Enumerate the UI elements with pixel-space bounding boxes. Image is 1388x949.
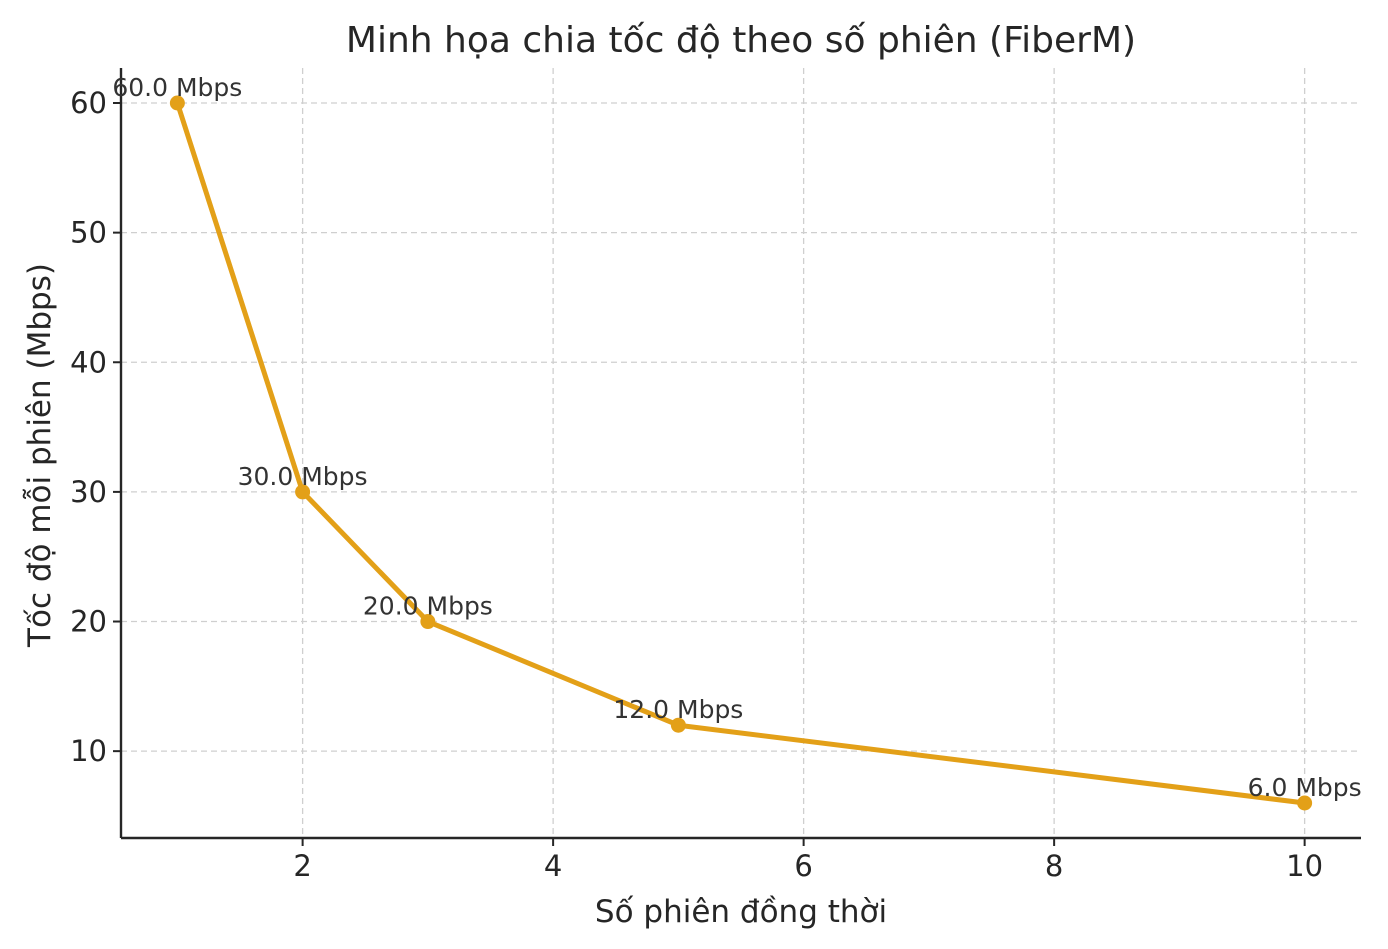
data-point xyxy=(670,717,686,733)
axes-spines xyxy=(119,68,1361,840)
y-tick-label: 10 xyxy=(70,734,107,768)
x-tick-label: 2 xyxy=(293,849,311,883)
data-label: 12.0 Mbps xyxy=(613,695,743,724)
x-tick-label: 10 xyxy=(1286,849,1323,883)
chart-title: Minh họa chia tốc độ theo số phiên (Fibe… xyxy=(346,20,1136,61)
x-tick-label: 6 xyxy=(794,849,812,883)
y-tick-label: 20 xyxy=(70,605,107,639)
data-point xyxy=(1297,795,1313,811)
data-labels: 60.0 Mbps 30.0 Mbps 20.0 Mbps 12.0 Mbps 6.0 … xyxy=(112,73,1361,802)
x-tick-label: 4 xyxy=(544,849,562,883)
data-label: 60.0 Mbps xyxy=(112,73,242,102)
x-axis-ticks: 2 4 6 8 10 xyxy=(293,838,1323,883)
y-axis-label: Tốc độ mỗi phiên (Mbps) xyxy=(22,263,58,648)
series-group xyxy=(169,95,1313,811)
y-tick-label: 30 xyxy=(70,475,107,509)
y-tick-label: 40 xyxy=(70,345,107,379)
data-point xyxy=(295,484,311,500)
x-axis-label: Số phiên đồng thời xyxy=(595,894,887,930)
x-tick-label: 8 xyxy=(1045,849,1063,883)
y-tick-label: 50 xyxy=(70,216,107,250)
data-point xyxy=(420,614,436,630)
data-label: 20.0 Mbps xyxy=(363,592,493,621)
data-point xyxy=(169,95,185,111)
data-label: 30.0 Mbps xyxy=(238,462,368,491)
y-axis-ticks: 10 20 30 40 50 60 xyxy=(70,86,121,768)
data-label: 6.0 Mbps xyxy=(1248,773,1362,802)
y-tick-label: 60 xyxy=(70,86,107,120)
grid-lines xyxy=(121,68,1361,838)
